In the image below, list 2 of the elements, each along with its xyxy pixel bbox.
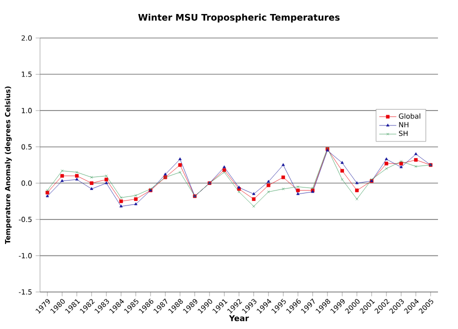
x-axis-title: Year	[229, 315, 249, 322]
chart-title: Winter MSU Tropospheric Temperatures	[138, 14, 340, 22]
